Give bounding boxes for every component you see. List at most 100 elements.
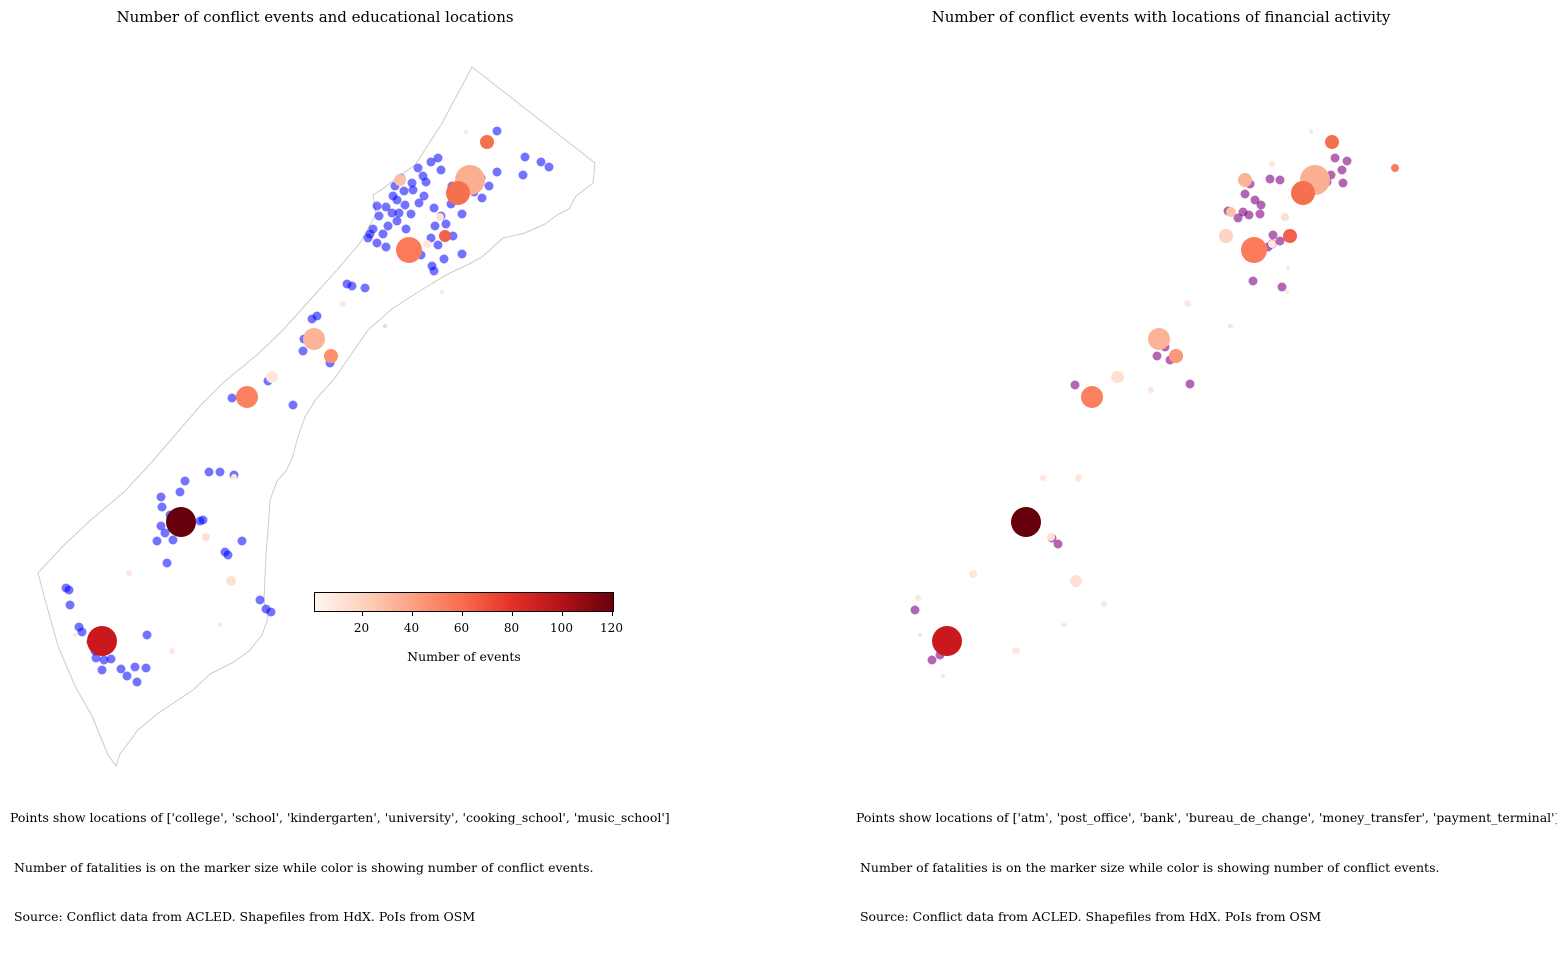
finance-map xyxy=(910,129,1399,678)
conflict-event-marker xyxy=(266,371,278,383)
education-poi-marker xyxy=(414,198,424,208)
conflict-event-marker xyxy=(423,240,431,248)
education-poi-marker xyxy=(298,346,308,356)
conflict-event-marker xyxy=(915,595,921,601)
education-poi-marker xyxy=(399,186,409,196)
education-poi-marker xyxy=(237,536,247,546)
education-poi-marker xyxy=(441,219,451,229)
conflict-event-marker xyxy=(1169,349,1183,363)
caption-line: Source: Conflict data from ACLED. Shapef… xyxy=(856,909,1322,924)
finance-poi-marker xyxy=(1275,236,1285,246)
conflict-event-marker xyxy=(480,135,494,149)
finance-poi-marker xyxy=(1277,282,1287,292)
conflict-event-marker xyxy=(1325,135,1339,149)
finance-poi-marker xyxy=(910,605,920,615)
finance-map-caption: Points show locations of ['atm', 'post_o… xyxy=(856,777,1557,959)
conflict-event-marker xyxy=(166,507,196,537)
education-poi-marker xyxy=(544,162,554,172)
conflict-event-marker xyxy=(396,237,422,263)
education-poi-marker xyxy=(436,165,446,175)
conflict-event-marker xyxy=(1283,229,1297,243)
education-poi-marker xyxy=(116,664,126,674)
education-poi-marker xyxy=(365,229,375,239)
conflict-event-marker xyxy=(226,576,236,586)
conflict-event-marker xyxy=(126,570,132,576)
education-poi-marker xyxy=(156,492,166,502)
finance-poi-marker xyxy=(1256,200,1266,210)
education-poi-marker xyxy=(266,607,276,617)
colorbar-tick xyxy=(411,612,413,616)
education-poi-marker xyxy=(536,157,546,167)
education-poi-marker xyxy=(99,655,109,665)
education-poi-marker xyxy=(122,671,132,681)
caption-line: Source: Conflict data from ACLED. Shapef… xyxy=(10,909,476,924)
education-poi-marker xyxy=(215,467,225,477)
education-poi-marker xyxy=(288,400,298,410)
education-poi-marker xyxy=(142,630,152,640)
finance-poi-marker xyxy=(1275,175,1285,185)
conflict-event-marker xyxy=(73,633,77,637)
finance-poi-marker xyxy=(1233,213,1243,223)
finance-map-panel: Number of conflict events with locations… xyxy=(778,0,1557,924)
education-poi-marker xyxy=(433,240,443,250)
colorbar-tick-label: 20 xyxy=(353,621,370,635)
education-poi-marker xyxy=(91,653,101,663)
education-poi-marker xyxy=(430,221,440,231)
education-map-caption: Points show locations of ['college', 'sc… xyxy=(10,777,670,959)
education-poi-marker xyxy=(106,654,116,664)
education-poi-marker xyxy=(175,487,185,497)
finance-poi-marker xyxy=(1070,380,1080,390)
finance-poi-marker xyxy=(1248,276,1258,286)
conflict-event-marker xyxy=(1040,475,1046,481)
conflict-event-marker xyxy=(394,174,406,186)
education-poi-marker xyxy=(156,521,166,531)
education-poi-marker xyxy=(492,126,502,136)
conflict-event-marker xyxy=(1061,623,1065,627)
education-poi-marker xyxy=(381,242,391,252)
colorbar-title: Number of events xyxy=(407,649,521,664)
conflict-event-marker xyxy=(340,301,346,307)
conflict-event-marker xyxy=(383,324,387,328)
education-poi-marker xyxy=(406,209,416,219)
colorbar-tick xyxy=(511,612,513,616)
education-poi-marker xyxy=(160,528,170,538)
conflict-event-marker xyxy=(1148,387,1154,393)
conflict-event-marker xyxy=(1269,161,1275,167)
education-poi-marker xyxy=(518,170,528,180)
finance-poi-marker xyxy=(1240,189,1250,199)
conflict-event-marker xyxy=(464,130,468,134)
education-poi-marker xyxy=(130,662,140,672)
education-poi-marker xyxy=(65,600,75,610)
conflict-event-marker xyxy=(1286,266,1290,270)
education-poi-marker xyxy=(64,585,74,595)
education-poi-marker xyxy=(392,195,402,205)
colorbar xyxy=(314,592,614,612)
education-poi-marker xyxy=(408,185,418,195)
education-map xyxy=(37,66,596,768)
education-poi-marker xyxy=(162,558,172,568)
conflict-event-marker xyxy=(1285,290,1289,294)
conflict-event-marker xyxy=(1112,371,1124,383)
conflict-event-marker xyxy=(1291,181,1315,205)
education-poi-marker xyxy=(426,233,436,243)
education-poi-marker xyxy=(180,476,190,486)
conflict-event-marker xyxy=(1012,648,1018,654)
finance-poi-marker xyxy=(1185,379,1195,389)
conflict-event-marker xyxy=(169,648,175,654)
colorbar-tick-label: 120 xyxy=(600,621,623,635)
education-poi-marker xyxy=(429,266,439,276)
education-poi-marker xyxy=(484,181,494,191)
conflict-event-marker xyxy=(1081,386,1103,408)
education-poi-marker xyxy=(198,515,208,525)
colorbar-tick-label: 100 xyxy=(550,621,573,635)
education-poi-marker xyxy=(520,152,530,162)
conflict-event-marker xyxy=(1238,173,1252,187)
conflict-event-marker xyxy=(1309,129,1313,133)
colorbar-tick-label: 80 xyxy=(503,621,520,635)
conflict-event-marker xyxy=(439,230,451,242)
finance-poi-marker xyxy=(1255,209,1265,219)
education-map-title: Number of conflict events and educationa… xyxy=(116,8,514,26)
education-poi-marker xyxy=(394,208,404,218)
conflict-event-marker xyxy=(324,349,338,363)
education-poi-marker xyxy=(387,208,397,218)
